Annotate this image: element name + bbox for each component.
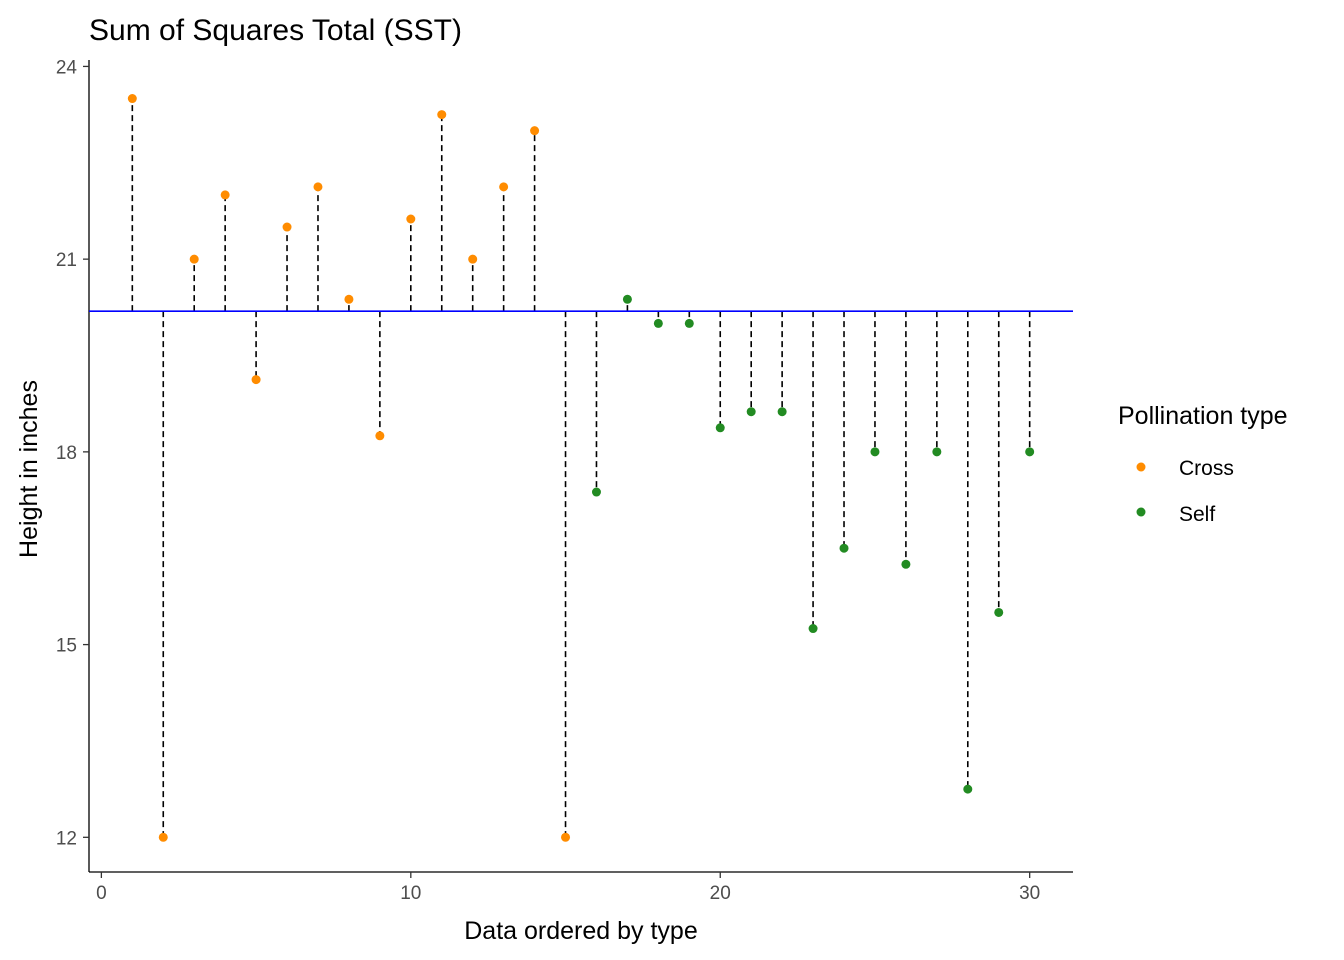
- legend-key-self: [1136, 507, 1146, 517]
- legend-title: Pollination type: [1118, 402, 1288, 430]
- point-self: [901, 559, 911, 569]
- y-tick-label: 12: [56, 828, 77, 849]
- x-tick-label: 30: [1019, 883, 1040, 904]
- point-cross: [313, 182, 323, 192]
- point-cross: [468, 254, 478, 264]
- y-tick-label: 18: [56, 443, 77, 464]
- point-self: [808, 624, 818, 634]
- point-cross: [220, 190, 230, 200]
- legend-label-cross: Cross: [1179, 457, 1234, 480]
- point-self: [622, 294, 632, 304]
- y-axis-label: Height in inches: [15, 380, 43, 558]
- point-cross: [530, 126, 540, 136]
- x-tick-label: 0: [96, 883, 107, 904]
- point-self: [746, 407, 756, 417]
- legend-key-cross: [1136, 462, 1146, 472]
- plot-area: 12 15 18 21 24 0 10 20 30: [56, 57, 1073, 904]
- point-self: [591, 487, 601, 497]
- point-cross: [406, 214, 416, 224]
- point-self: [870, 447, 880, 457]
- point-self: [839, 543, 849, 553]
- point-cross: [561, 832, 571, 842]
- chart-title: Sum of Squares Total (SST): [89, 14, 462, 47]
- x-tick-label: 10: [400, 883, 421, 904]
- point-self: [963, 784, 973, 794]
- point-cross: [499, 182, 509, 192]
- point-self: [932, 447, 942, 457]
- point-self: [777, 407, 787, 417]
- point-cross: [437, 110, 447, 120]
- point-cross: [158, 832, 168, 842]
- point-cross: [189, 254, 199, 264]
- point-self: [684, 318, 694, 328]
- point-self: [994, 607, 1004, 617]
- point-cross: [251, 375, 261, 385]
- point-cross: [282, 222, 292, 232]
- y-tick-label: 21: [56, 250, 77, 271]
- y-tick-label: 15: [56, 636, 77, 657]
- point-cross: [127, 94, 137, 104]
- point-self: [1025, 447, 1035, 457]
- y-tick-label: 24: [56, 57, 78, 78]
- point-self: [653, 318, 663, 328]
- legend: Pollination type Cross Self: [1118, 402, 1288, 526]
- point-cross: [375, 431, 385, 441]
- legend-label-self: Self: [1179, 503, 1215, 526]
- point-cross: [344, 294, 354, 304]
- x-axis-label: Data ordered by type: [464, 917, 697, 945]
- x-tick-label: 20: [710, 883, 731, 904]
- point-self: [715, 423, 725, 433]
